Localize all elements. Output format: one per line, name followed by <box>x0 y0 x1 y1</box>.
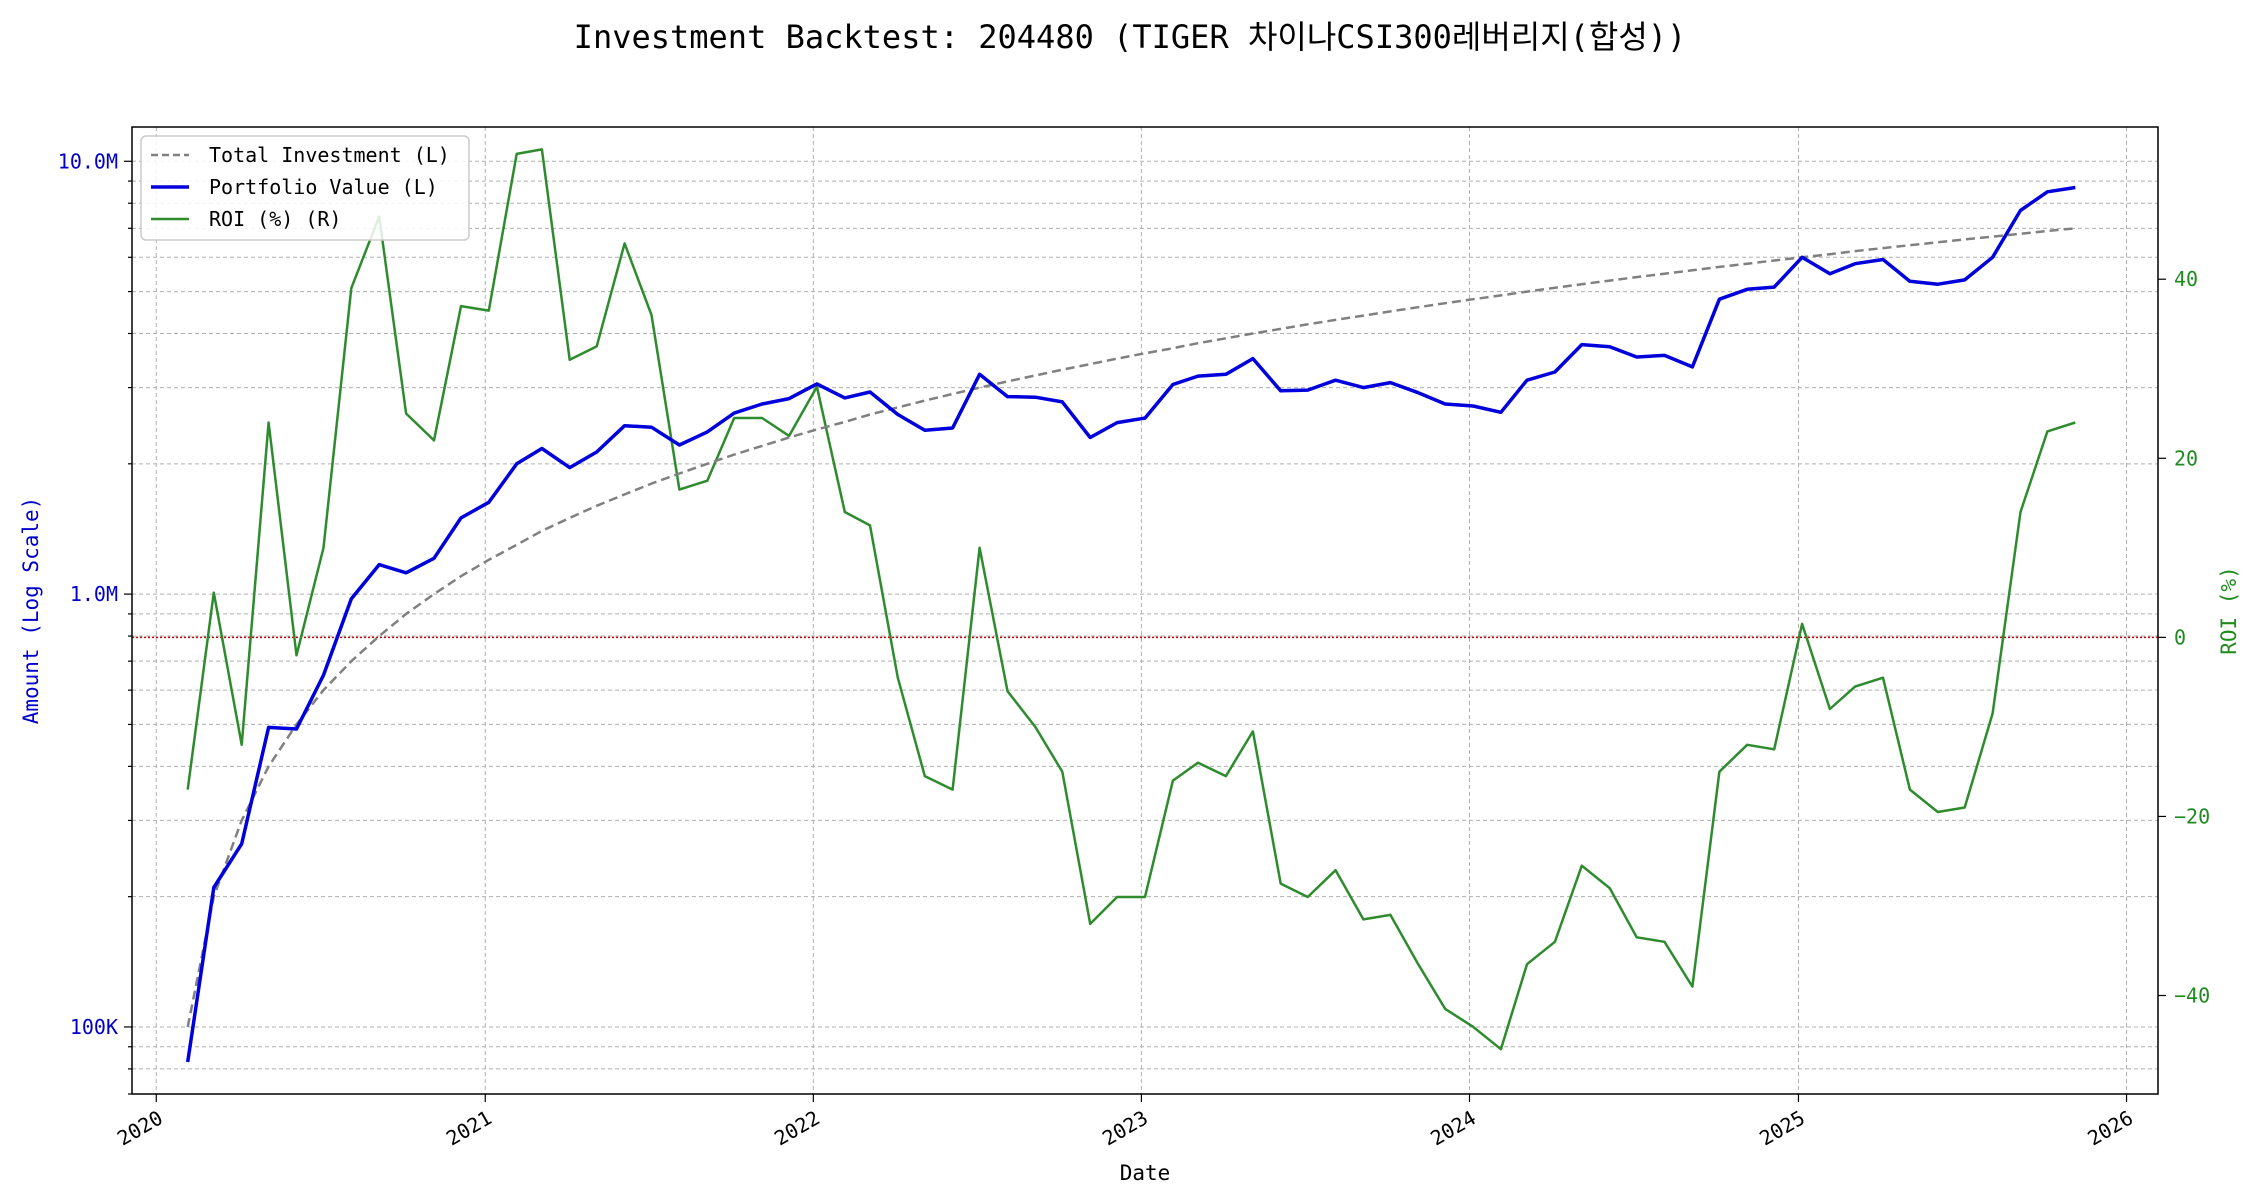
x-tick-label: 2026 <box>2083 1106 2137 1151</box>
y-right-tick-label: −40 <box>2174 984 2210 1008</box>
y-right-axis-label: ROI (%) <box>2217 566 2241 655</box>
y-left-tick-label: 10.0M <box>58 149 118 173</box>
legend-label: Portfolio Value (L) <box>209 175 438 199</box>
plot-frame <box>131 126 2159 1095</box>
x-axis-label: Date <box>1120 1161 1171 1185</box>
legend: Total Investment (L) Portfolio Value (L) R… <box>140 135 470 241</box>
x-axis: 2020 2021 2022 2023 2024 2025 2026 <box>113 1094 2137 1150</box>
y-right-tick-label: 20 <box>2174 446 2198 470</box>
portfolio-value-line <box>185 185 2076 1063</box>
grid-layer <box>132 127 2158 1095</box>
x-tick-label: 2022 <box>770 1106 824 1151</box>
y-right-tick-label: −20 <box>2174 804 2210 828</box>
legend-box <box>140 135 470 241</box>
right-axis: −40 −20 0 20 40 <box>2158 267 2210 1008</box>
y-left-tick-label: 100K <box>70 1015 118 1039</box>
left-axis: 100K 1.0M 10.0M <box>58 149 132 1095</box>
y-left-axis-label: Amount (Log Scale) <box>19 497 43 725</box>
roi-line <box>186 148 2076 1051</box>
x-tick-label: 2025 <box>1755 1106 1809 1151</box>
chart-title: Investment Backtest: 204480 (TIGER 차이나CS… <box>574 18 1687 56</box>
y-left-tick-label: 1.0M <box>70 582 118 606</box>
x-tick-label: 2024 <box>1426 1106 1480 1151</box>
y-right-tick-label: 0 <box>2174 625 2186 649</box>
x-tick-label: 2021 <box>442 1106 496 1151</box>
x-tick-label: 2020 <box>113 1106 167 1151</box>
total-investment-line <box>186 227 2076 1028</box>
legend-label: ROI (%) (R) <box>209 207 341 231</box>
series-layer <box>185 148 2076 1063</box>
y-right-tick-label: 40 <box>2174 267 2198 291</box>
x-tick-label: 2023 <box>1098 1106 1152 1151</box>
legend-label: Total Investment (L) <box>209 143 450 167</box>
